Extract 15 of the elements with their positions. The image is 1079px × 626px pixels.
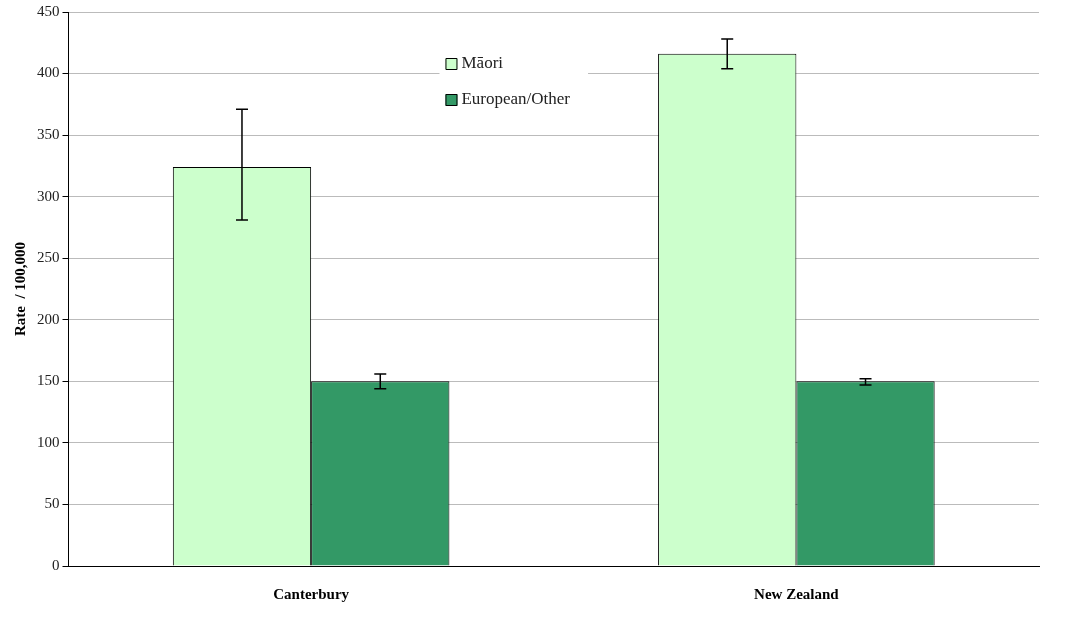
y-tick-label: 450 (37, 2, 60, 19)
y-tick-label: 200 (37, 310, 60, 327)
y-axis-title: Rate / 100,000 (11, 241, 28, 337)
y-tick-label: 350 (37, 126, 60, 143)
y-tick-label: 300 (37, 187, 60, 204)
legend-label: European/Other (461, 89, 571, 109)
y-tick-label: 50 (44, 495, 60, 512)
x-tick-label: New Zealand (754, 585, 840, 602)
y-tick-label: 150 (37, 372, 60, 389)
y-tick-label: 400 (37, 64, 60, 81)
y-tick-label: 100 (37, 433, 60, 450)
x-tick-label: Canterbury (273, 585, 350, 602)
y-tick-label: 250 (37, 249, 60, 266)
y-tick-label: 0 (52, 556, 60, 573)
legend-label: Māori (461, 53, 504, 73)
